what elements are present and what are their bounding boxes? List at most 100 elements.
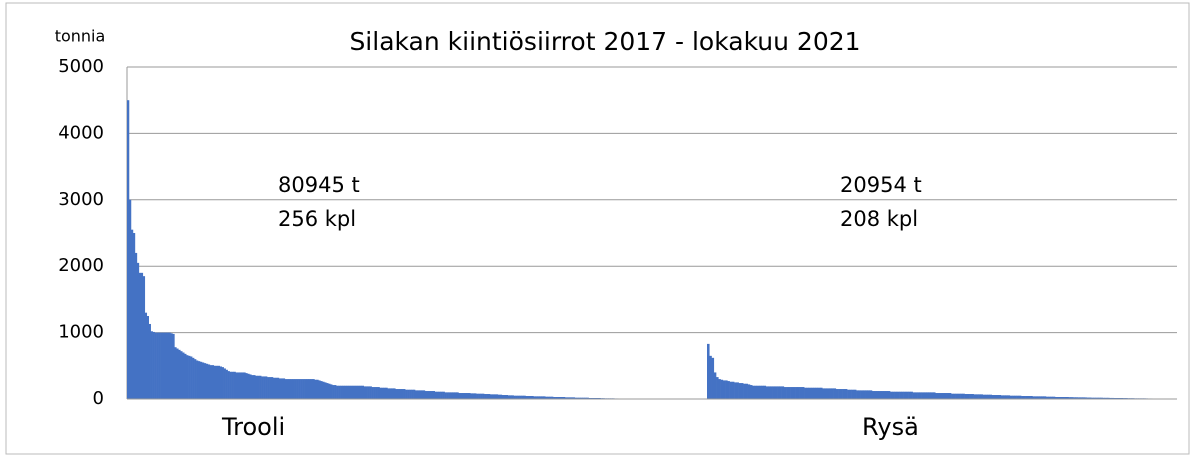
bar [403, 389, 406, 399]
bar [1052, 396, 1056, 399]
bar [493, 394, 497, 399]
bar [819, 387, 823, 399]
bar [1059, 397, 1063, 399]
bar [553, 397, 556, 399]
bar [1070, 397, 1074, 399]
bar [1061, 397, 1065, 399]
bar [835, 389, 839, 399]
bar [1106, 397, 1110, 399]
bar [570, 397, 574, 399]
bar [804, 387, 807, 399]
bar [401, 389, 404, 399]
bar [233, 371, 236, 399]
bar [282, 378, 286, 399]
bar [243, 372, 246, 399]
bar [499, 394, 503, 399]
bar [391, 388, 394, 399]
bar [838, 389, 841, 399]
bar [842, 389, 846, 399]
bar [1091, 397, 1094, 399]
bar [322, 381, 325, 399]
bar [935, 393, 938, 399]
bar [428, 391, 432, 399]
bar [312, 379, 315, 399]
group-label: Rysä [862, 413, 919, 441]
bar [786, 387, 789, 399]
bar [1095, 397, 1099, 399]
bar [225, 369, 228, 399]
bar [399, 389, 402, 399]
bar [549, 396, 552, 399]
bar [1018, 395, 1022, 399]
bar [474, 393, 477, 399]
bar [1054, 397, 1058, 399]
bar [942, 393, 945, 399]
bar [328, 383, 331, 399]
bar [584, 397, 587, 399]
bar [562, 397, 566, 399]
y-tick-label: 5000 [58, 56, 104, 77]
bar [326, 383, 329, 399]
bar [154, 332, 157, 399]
bar [393, 388, 396, 399]
bar [560, 397, 564, 399]
bar [284, 379, 288, 399]
bar [1012, 395, 1015, 399]
bar [271, 377, 274, 399]
bar [221, 367, 224, 399]
bar [383, 387, 386, 399]
bar [369, 386, 372, 399]
bar [134, 252, 138, 399]
bar [513, 395, 516, 399]
bar [555, 397, 558, 399]
bar [808, 387, 812, 399]
bar [164, 332, 167, 399]
bar [505, 395, 509, 399]
bar [265, 376, 268, 399]
y-tick-label: 4000 [58, 122, 104, 143]
bar [521, 395, 524, 399]
bar [298, 379, 301, 399]
bar [468, 393, 471, 399]
annotation: 80945 t [278, 173, 360, 197]
bar [166, 332, 169, 399]
bar [752, 385, 755, 399]
bar [263, 376, 266, 399]
bar [1100, 397, 1103, 399]
bar [987, 394, 990, 399]
bar [543, 396, 546, 399]
bar [871, 391, 875, 399]
bar [984, 394, 988, 399]
bar [975, 394, 979, 399]
bar [853, 389, 857, 399]
bar [1027, 396, 1031, 399]
bar [810, 387, 814, 399]
bar [894, 391, 898, 399]
bar [472, 393, 475, 399]
bar [1014, 395, 1017, 399]
bar [908, 391, 911, 399]
bar [127, 100, 130, 399]
bar [162, 332, 165, 399]
bar [797, 387, 800, 399]
bar [422, 390, 426, 399]
bar [223, 368, 226, 399]
bar [817, 387, 821, 399]
bar [207, 364, 211, 399]
bar [736, 382, 739, 399]
bar [274, 377, 278, 399]
bar [144, 312, 148, 399]
bar [946, 393, 950, 399]
bar [198, 361, 201, 399]
bar [1021, 396, 1024, 399]
bar [1084, 397, 1087, 399]
bar [1088, 397, 1092, 399]
bar [1032, 396, 1035, 399]
bar [885, 391, 889, 399]
bar [932, 392, 936, 399]
bar [324, 382, 327, 399]
bar [338, 385, 341, 399]
bar [294, 379, 297, 399]
bar [849, 389, 852, 399]
bar [783, 387, 787, 399]
